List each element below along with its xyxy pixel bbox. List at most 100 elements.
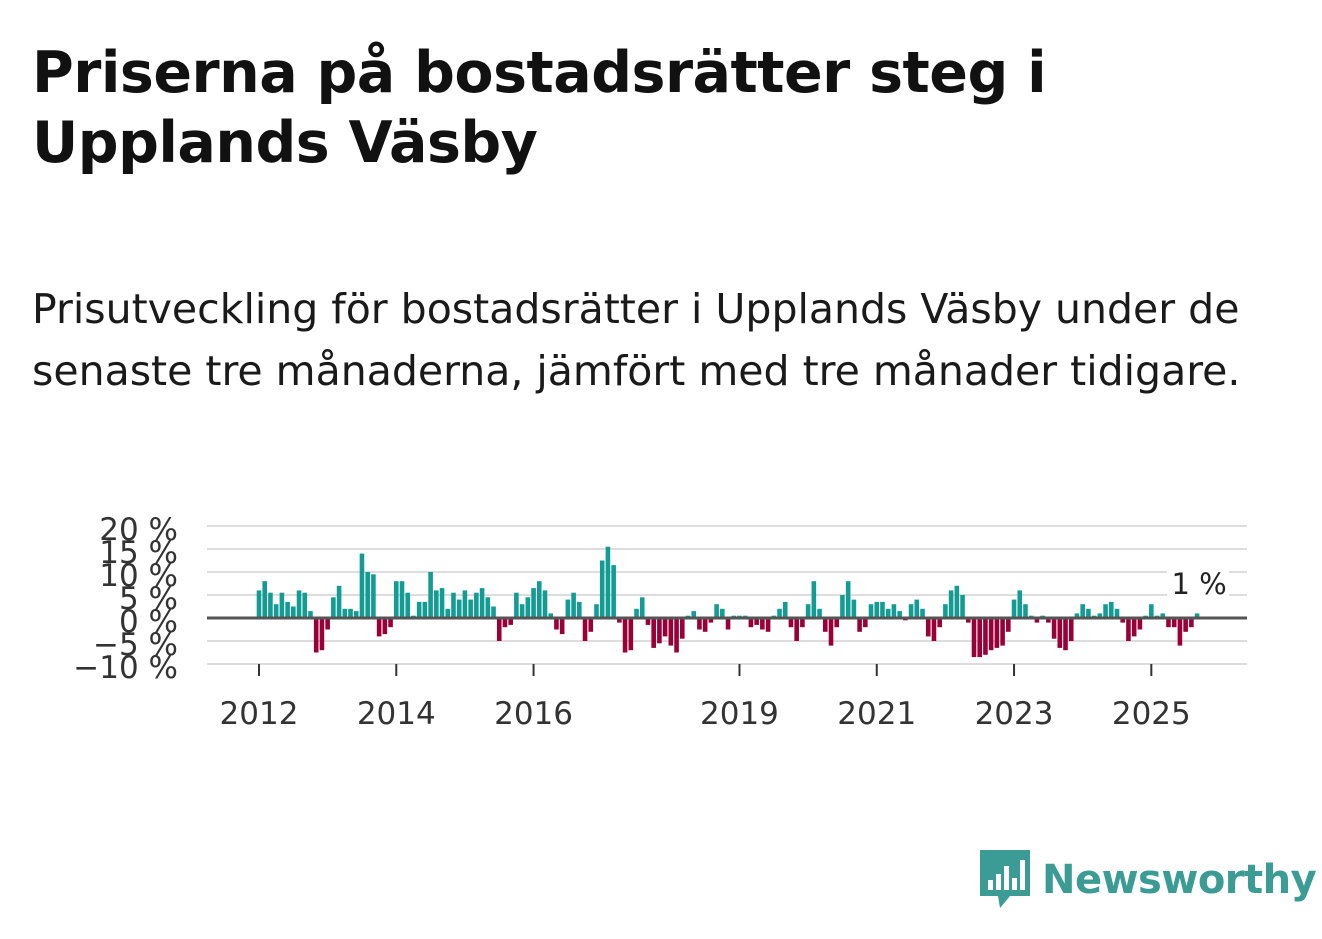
bar xyxy=(1000,618,1005,646)
bar xyxy=(1194,613,1200,618)
bar xyxy=(348,608,353,618)
bar xyxy=(828,618,834,646)
bar xyxy=(702,618,708,632)
bar xyxy=(434,590,439,618)
bar xyxy=(582,618,588,641)
bar xyxy=(834,618,840,628)
bar xyxy=(451,592,456,618)
bar xyxy=(399,581,405,618)
bar xyxy=(548,613,554,618)
bar xyxy=(885,608,891,618)
bar xyxy=(914,599,920,618)
bar xyxy=(971,618,977,658)
bar xyxy=(565,599,571,618)
x-tick-label: 2025 xyxy=(1112,696,1191,732)
bar xyxy=(1166,618,1171,628)
bar xyxy=(1051,618,1057,639)
bar xyxy=(800,618,805,628)
y-tick-label: 5 % xyxy=(119,581,178,617)
bar xyxy=(1063,618,1068,651)
x-tick-label: 2023 xyxy=(975,696,1054,732)
bar xyxy=(525,597,531,618)
bar xyxy=(479,588,485,618)
bar xyxy=(748,618,754,628)
chart-annotation: 1 % xyxy=(1167,566,1230,601)
bar xyxy=(536,581,542,618)
bar xyxy=(788,618,794,628)
bar xyxy=(937,618,942,628)
bar xyxy=(657,618,662,644)
bar xyxy=(1149,604,1154,618)
bar xyxy=(1120,618,1126,623)
bar xyxy=(405,592,411,618)
bar xyxy=(554,618,559,630)
bar xyxy=(794,618,799,641)
bar xyxy=(1114,608,1120,618)
bar xyxy=(439,588,445,618)
bar xyxy=(668,618,674,646)
bar xyxy=(651,618,656,648)
bar xyxy=(1057,618,1063,648)
bar xyxy=(948,590,954,618)
bar xyxy=(422,601,428,618)
bar xyxy=(393,581,399,618)
y-tick-label: 0 % xyxy=(119,604,178,640)
bar xyxy=(1068,618,1074,641)
bar xyxy=(931,618,937,641)
bar xyxy=(994,618,1000,648)
bar xyxy=(1171,618,1177,628)
bar xyxy=(679,618,685,639)
bar xyxy=(577,601,582,618)
annotation-label: 1 % xyxy=(1171,567,1226,601)
bar xyxy=(376,618,382,637)
bar xyxy=(645,618,651,625)
chart-bars xyxy=(256,546,1200,658)
page-title: Priserna på bostadsrätter steg i Uppland… xyxy=(32,40,1047,176)
bar xyxy=(1011,599,1017,618)
bar xyxy=(559,618,565,635)
newsworthy-logo-icon xyxy=(980,850,1030,908)
bar xyxy=(840,595,845,618)
bar xyxy=(1074,613,1080,618)
bar xyxy=(268,592,273,618)
bar xyxy=(1080,604,1085,618)
bar xyxy=(782,601,788,618)
bar xyxy=(1131,618,1137,637)
bar xyxy=(291,606,296,618)
bar xyxy=(851,599,857,618)
bar xyxy=(605,546,611,618)
bar xyxy=(353,611,359,618)
bar xyxy=(1086,608,1091,618)
bar xyxy=(496,618,502,641)
bar xyxy=(1108,601,1114,618)
bar xyxy=(571,592,576,618)
bar xyxy=(445,608,451,618)
bar xyxy=(474,592,479,618)
bar xyxy=(622,618,628,653)
bar xyxy=(805,604,811,618)
bar xyxy=(336,585,342,618)
bar xyxy=(908,604,914,618)
bar xyxy=(714,604,719,618)
bar xyxy=(977,618,983,658)
y-tick-label: 15 % xyxy=(99,535,178,571)
y-tick-label: 10 % xyxy=(99,558,178,594)
y-tick-label: −10 % xyxy=(73,650,178,686)
bar xyxy=(765,618,771,632)
y-tick-label: −5 % xyxy=(93,627,178,663)
bar xyxy=(491,606,496,618)
x-tick-label: 2021 xyxy=(837,696,916,732)
newsworthy-logo: Newsworthy xyxy=(980,848,1317,912)
bar xyxy=(863,618,868,628)
annotation-background xyxy=(1167,566,1230,600)
bar xyxy=(485,597,491,618)
bar xyxy=(1160,613,1166,618)
bar xyxy=(897,611,902,618)
bar xyxy=(416,601,422,618)
bar xyxy=(588,618,594,632)
bar xyxy=(634,608,639,618)
price-change-chart: 20 %15 %10 %5 %0 %−5 %−10 % 2012 2014 2016… xyxy=(73,512,1247,732)
bar xyxy=(519,604,525,618)
bar xyxy=(508,618,513,625)
bar xyxy=(599,560,605,618)
